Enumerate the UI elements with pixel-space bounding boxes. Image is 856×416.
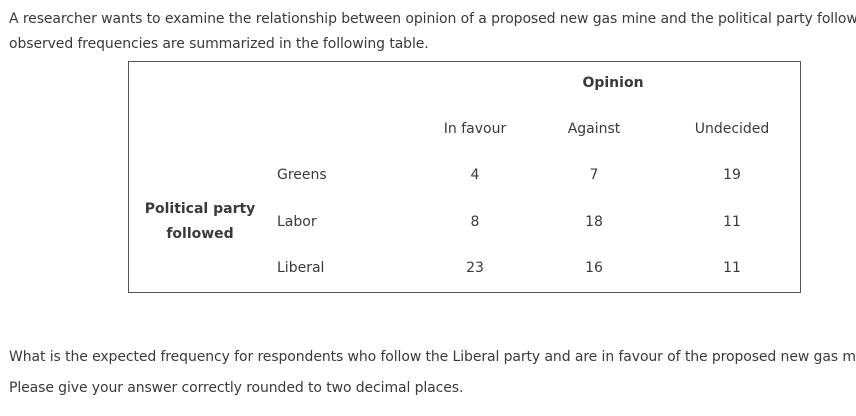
row-header-political-party: Political party [144, 201, 256, 217]
question-paragraph: What is the expected frequency for respo… [9, 342, 856, 404]
opinion-header: Opinion [582, 75, 644, 91]
cell-liberal-in-favour: 23 [466, 260, 484, 276]
intro-line-1: A researcher wants to examine the relati… [9, 11, 856, 27]
cell-labor-against: 18 [585, 214, 603, 230]
cell-liberal-against: 16 [585, 260, 603, 276]
intro-line-2: observed frequencies are summarized in t… [9, 36, 429, 52]
cell-liberal-undecided: 11 [723, 260, 741, 276]
cell-greens-undecided: 19 [723, 167, 741, 183]
cell-greens-against: 7 [589, 167, 599, 183]
cell-greens-in-favour: 4 [470, 167, 480, 183]
row-label-liberal: Liberal [277, 260, 325, 276]
row-header-followed: followed [166, 226, 234, 242]
row-label-labor: Labor [277, 214, 317, 230]
row-label-greens: Greens [277, 167, 327, 183]
question-line-1: What is the expected frequency for respo… [9, 349, 856, 365]
intro-paragraph: A researcher wants to examine the relati… [9, 7, 856, 57]
column-header-against: Against [567, 121, 621, 137]
column-header-undecided: Undecided [694, 121, 770, 137]
cell-labor-undecided: 11 [723, 214, 741, 230]
frequency-table: Opinion In favour Against Undecided Poli… [128, 61, 801, 293]
question-line-2: Please give your answer correctly rounde… [9, 380, 464, 396]
cell-labor-in-favour: 8 [470, 214, 480, 230]
column-header-in-favour: In favour [443, 121, 507, 137]
